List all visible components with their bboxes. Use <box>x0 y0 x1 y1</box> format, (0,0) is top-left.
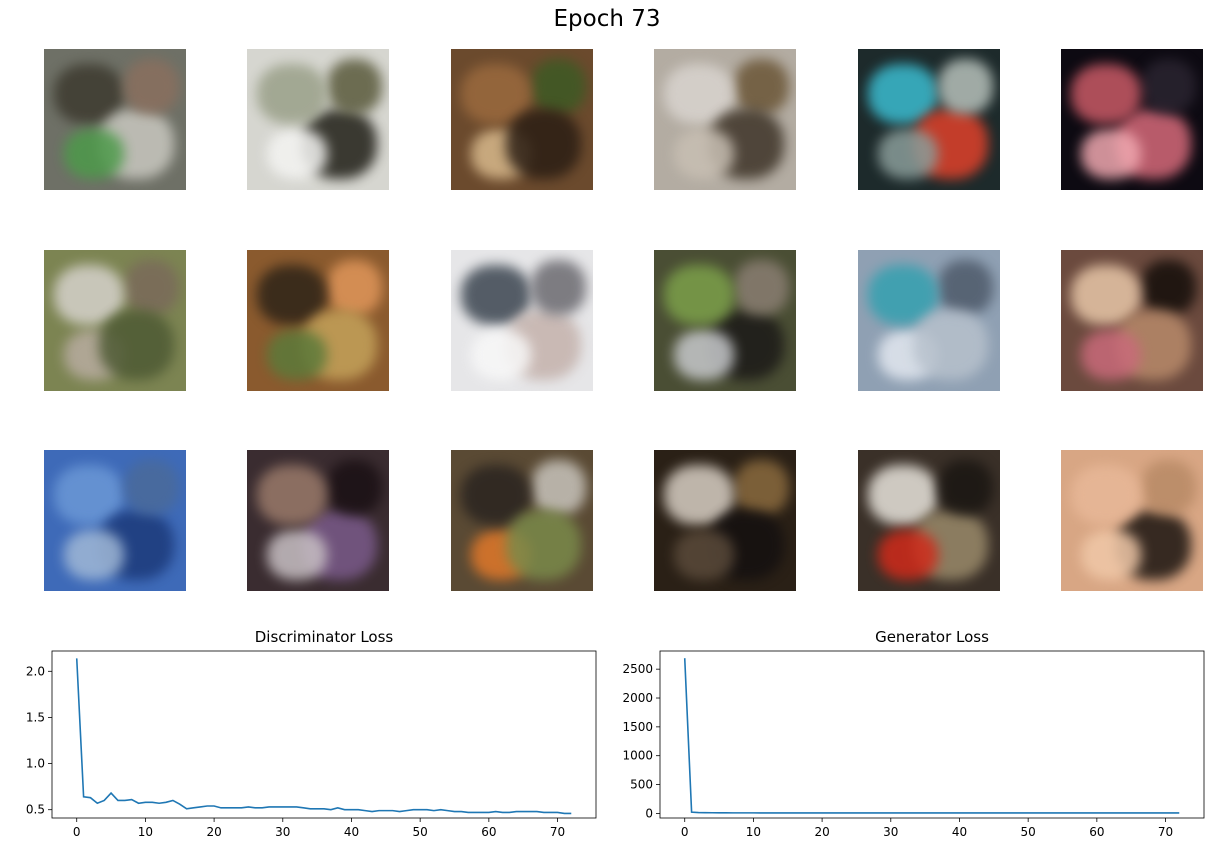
sample-texture <box>878 129 938 179</box>
sample-texture <box>938 59 993 114</box>
sample-r1c5 <box>858 49 1000 190</box>
sample-texture <box>1141 460 1196 515</box>
sample-texture <box>124 460 179 515</box>
generator-loss-x-tick-label: 10 <box>746 825 761 839</box>
generator-loss-title: Generator Loss <box>875 628 989 646</box>
sample-texture <box>257 465 327 525</box>
sample-texture <box>531 460 586 515</box>
sample-texture <box>64 530 124 580</box>
sample-r3c4 <box>654 450 796 591</box>
generator-loss-x-tick-label: 40 <box>952 825 967 839</box>
generator-loss-y-tick-label: 2000 <box>622 691 653 705</box>
sample-texture <box>506 510 581 580</box>
sample-texture <box>124 59 179 114</box>
generator-loss-y-tick-label: 2500 <box>622 662 653 676</box>
discriminator-loss-y-tick-label: 1.0 <box>26 757 45 771</box>
sample-r2c4 <box>654 250 796 391</box>
sample-r3c1 <box>44 450 186 591</box>
discriminator-loss-x-tick-label: 30 <box>275 825 290 839</box>
discriminator-loss-y-tick-label: 1.5 <box>26 710 45 724</box>
generator-loss-x-tick-label: 70 <box>1158 825 1173 839</box>
discriminator-loss-title: Discriminator Loss <box>255 628 394 646</box>
sample-texture <box>1141 260 1196 315</box>
sample-r1c6 <box>1061 49 1203 190</box>
generator-loss-series-line <box>683 658 1180 814</box>
discriminator-loss-x-tick-label: 10 <box>138 825 153 839</box>
sample-texture <box>327 460 382 515</box>
sample-r2c5 <box>858 250 1000 391</box>
discriminator-loss-x-tick-label: 60 <box>481 825 496 839</box>
sample-texture <box>674 129 734 179</box>
sample-r2c2 <box>247 250 389 391</box>
sample-texture <box>267 530 327 580</box>
discriminator-loss-x-tick-label: 0 <box>73 825 81 839</box>
generator-loss-x-tick-label: 0 <box>681 825 689 839</box>
sample-texture <box>471 330 531 380</box>
sample-texture <box>674 530 734 580</box>
sample-r3c6 <box>1061 450 1203 591</box>
sample-r3c3 <box>451 450 593 591</box>
generator-loss-x-tick-label: 20 <box>814 825 829 839</box>
sample-r3c5 <box>858 450 1000 591</box>
sample-texture <box>1071 64 1141 124</box>
discriminator-loss-x-tick-label: 50 <box>413 825 428 839</box>
sample-r3c2 <box>247 450 389 591</box>
figure-title: Epoch 73 <box>553 6 661 32</box>
generator-loss-x-tick-label: 30 <box>883 825 898 839</box>
sample-texture <box>531 260 586 315</box>
sample-texture <box>1081 129 1141 179</box>
generator-loss-y-tick-label: 1000 <box>622 749 653 763</box>
discriminator-loss-x-tick-label: 70 <box>550 825 565 839</box>
sample-texture <box>327 260 382 315</box>
sample-r1c1 <box>44 49 186 190</box>
sample-r1c2 <box>247 49 389 190</box>
generator-loss-axes-frame <box>659 650 1205 819</box>
discriminator-loss-y-tick-label: 0.5 <box>26 803 45 817</box>
sample-texture <box>938 260 993 315</box>
sample-texture <box>1141 59 1196 114</box>
sample-texture <box>913 310 988 380</box>
discriminator-loss-x-tick-label: 20 <box>206 825 221 839</box>
sample-texture <box>124 260 179 315</box>
sample-texture <box>267 330 327 380</box>
discriminator-loss-x-tick-label: 40 <box>344 825 359 839</box>
sample-texture <box>938 460 993 515</box>
sample-r2c6 <box>1061 250 1203 391</box>
discriminator-loss-series-line <box>75 658 572 815</box>
sample-texture <box>734 260 789 315</box>
generator-loss-x-tick-label: 60 <box>1089 825 1104 839</box>
generator-loss-x-tick-label: 50 <box>1021 825 1036 839</box>
discriminator-loss-y-tick-label: 2.0 <box>26 664 45 678</box>
sample-texture <box>327 59 382 114</box>
sample-texture <box>734 59 789 114</box>
generator-loss-y-tick-label: 1500 <box>622 720 653 734</box>
sample-r2c1 <box>44 250 186 391</box>
sample-texture <box>64 129 124 179</box>
sample-texture <box>1081 330 1141 380</box>
generator-loss-y-tick-label: 0 <box>645 806 653 820</box>
sample-texture <box>1081 530 1141 580</box>
sample-texture <box>674 330 734 380</box>
sample-texture <box>257 64 327 124</box>
sample-texture <box>506 109 581 179</box>
sample-texture <box>664 265 734 325</box>
sample-texture <box>99 310 174 380</box>
sample-r1c4 <box>654 49 796 190</box>
sample-texture <box>878 530 938 580</box>
discriminator-loss-axes-frame <box>51 650 597 819</box>
sample-texture <box>531 59 586 114</box>
generator-loss-y-tick-label: 500 <box>630 778 653 792</box>
sample-texture <box>734 460 789 515</box>
sample-r2c3 <box>451 250 593 391</box>
sample-texture <box>267 129 327 179</box>
sample-texture <box>1071 465 1141 525</box>
sample-r1c3 <box>451 49 593 190</box>
